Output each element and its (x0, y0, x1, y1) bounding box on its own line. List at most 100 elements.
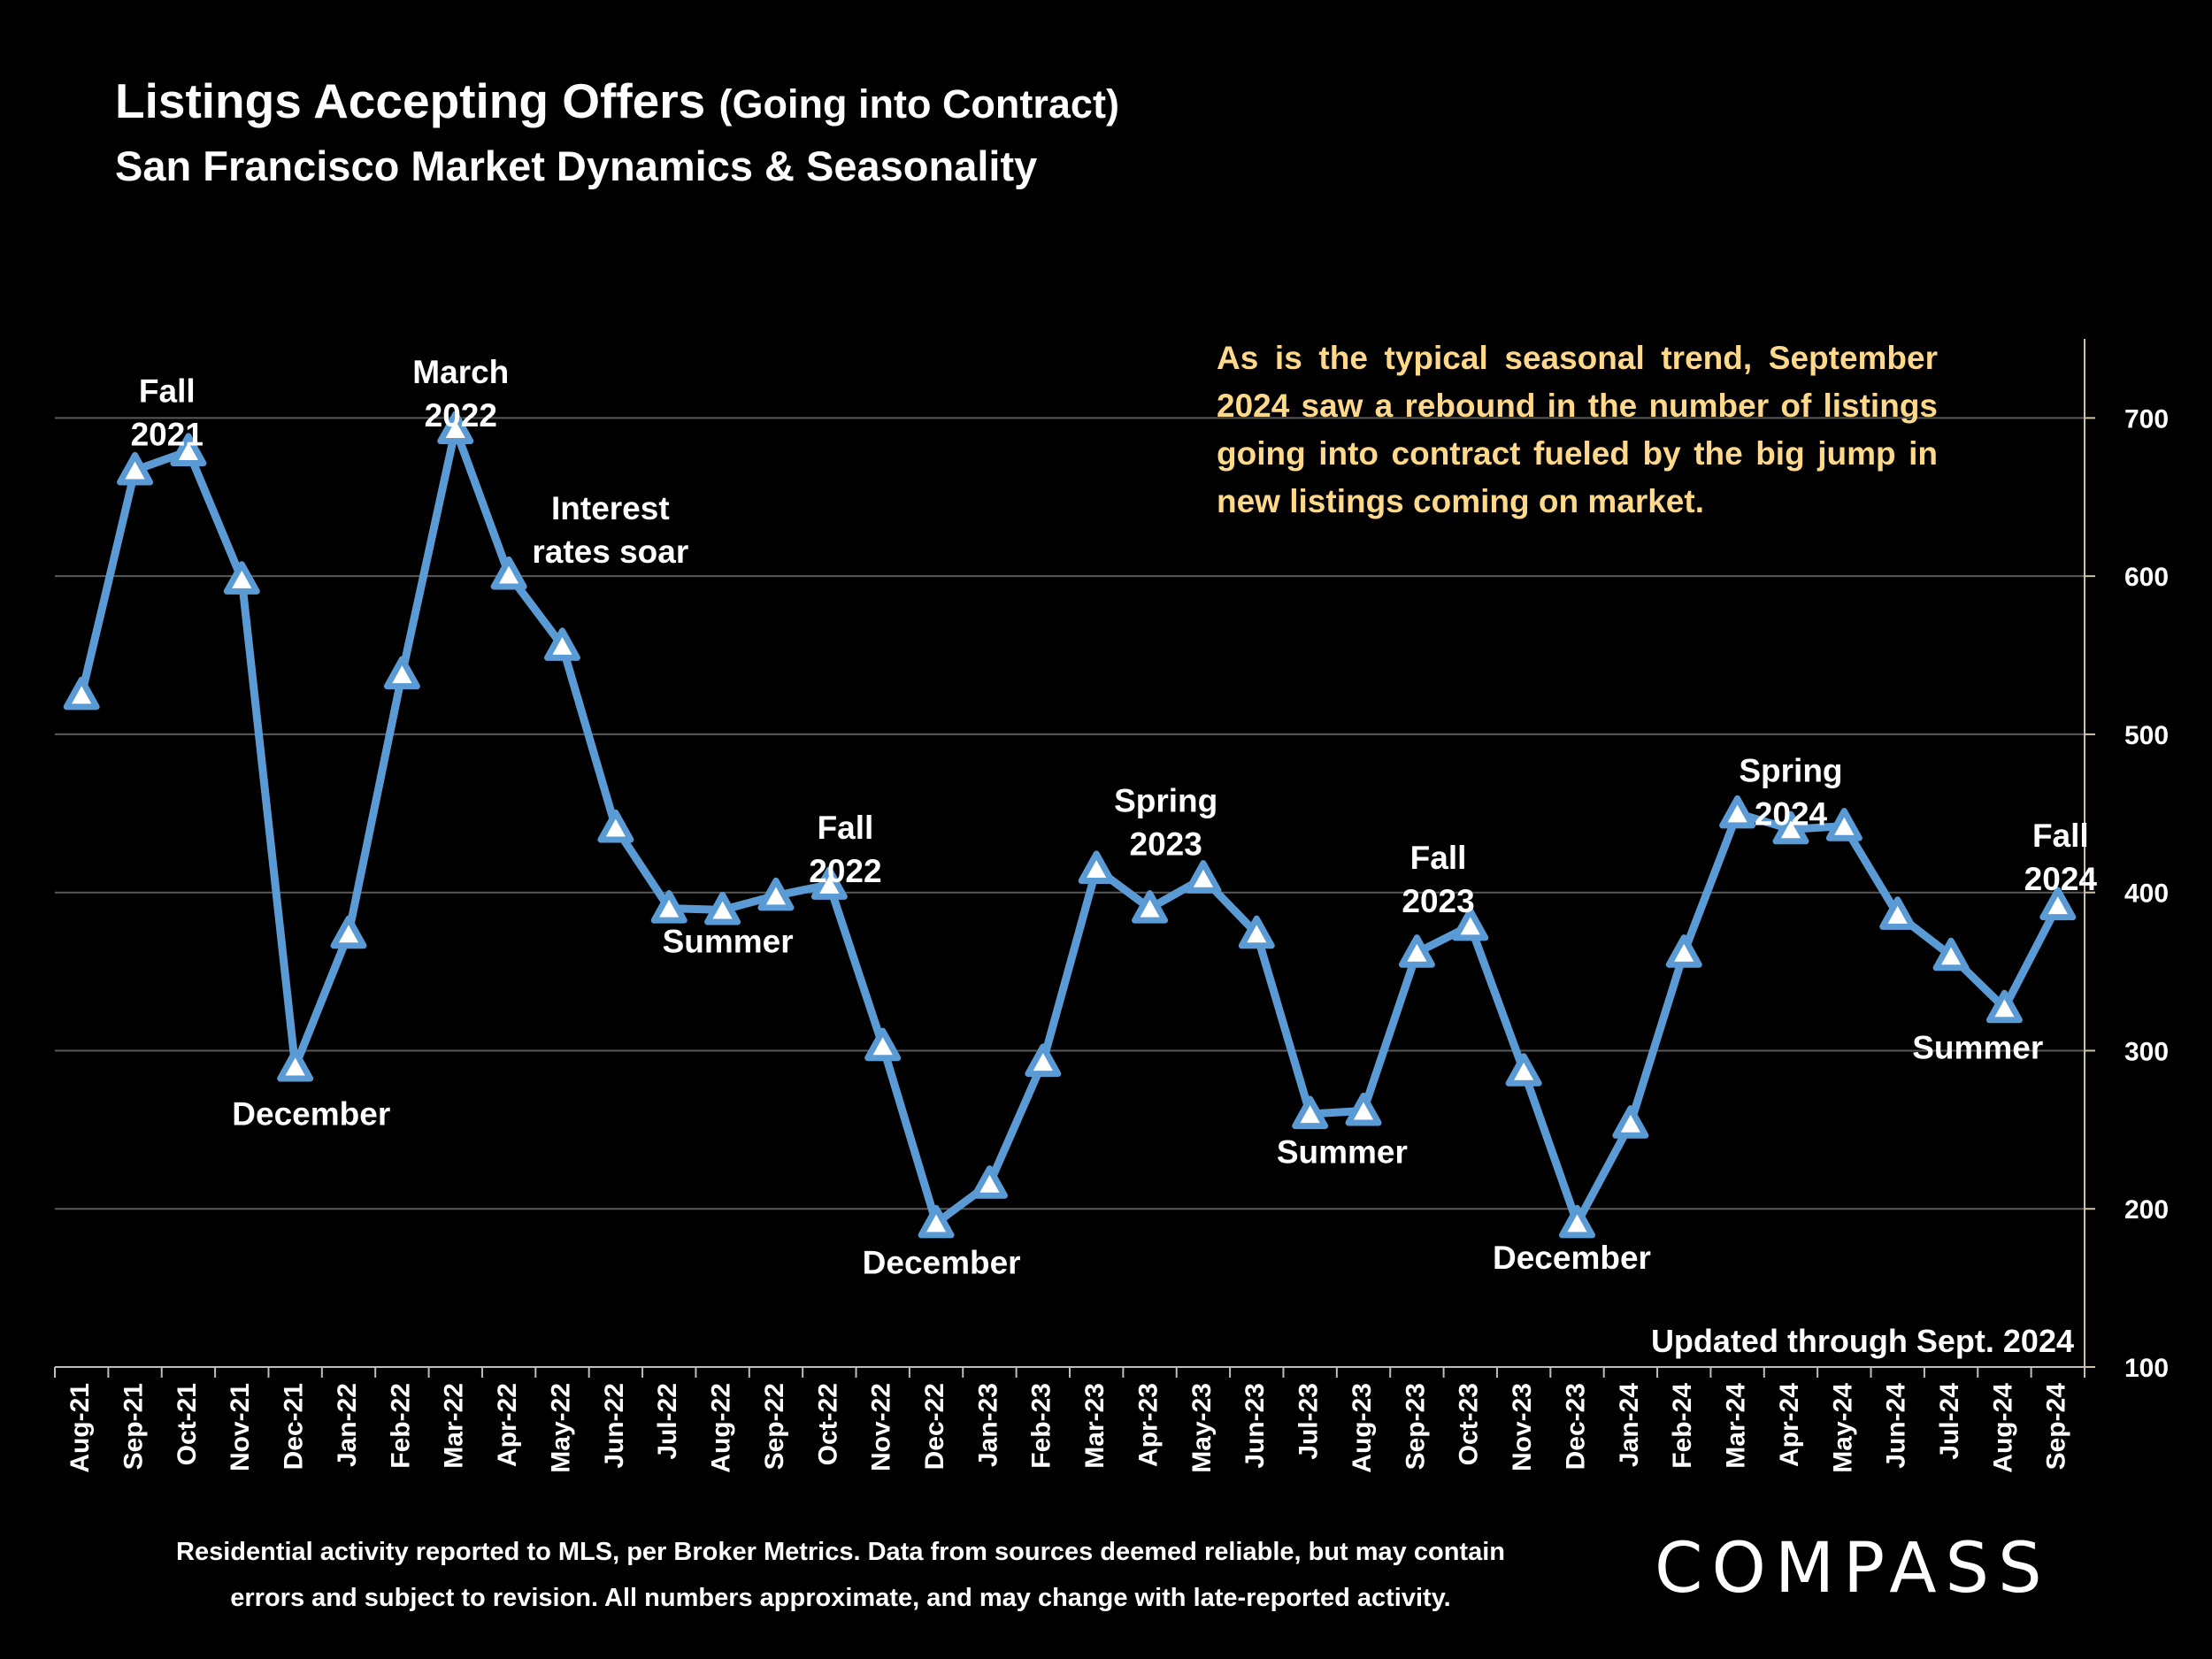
x-tick-label-Jun-22: Jun-22 (600, 1383, 629, 1469)
data-point-Jun-24 (1879, 896, 1916, 930)
annotation-10-line-0: December (1493, 1240, 1651, 1276)
x-tick-label-Sep-23: Sep-23 (1401, 1383, 1430, 1470)
annotation-6-line-0: December (863, 1245, 1021, 1281)
x-tick-label-Nov-23: Nov-23 (1508, 1383, 1537, 1471)
data-point-Sep-22 (757, 877, 795, 911)
annotation-2-line-0: Interest (551, 490, 670, 526)
annotation-6: December (863, 1245, 1021, 1281)
annotation-5-line-0: Fall (818, 810, 874, 846)
footer-note-line-1: Residential activity reported to MLS, pe… (176, 1538, 1505, 1566)
data-point-Dec-21 (277, 1048, 314, 1082)
x-tick-label-Mar-24: Mar-24 (1722, 1383, 1751, 1469)
y-tick-label-700: 700 (2124, 404, 2169, 434)
x-tick-label-Sep-24: Sep-24 (2042, 1383, 2071, 1471)
data-point-Jul-22 (650, 890, 687, 924)
x-tick-label-Jan-23: Jan-23 (973, 1383, 1002, 1467)
data-point-Aug-24 (1985, 989, 2023, 1024)
y-tick-label-600: 600 (2124, 563, 2169, 592)
x-tick-label-Jan-22: Jan-22 (333, 1383, 362, 1467)
x-tick-label-Aug-23: Aug-23 (1348, 1383, 1377, 1473)
annotation-7-line-1: 2023 (1130, 826, 1202, 863)
annotation-8: Summer (1277, 1133, 1408, 1170)
x-tick-label-Nov-21: Nov-21 (226, 1383, 255, 1471)
annotation-1-line-1: 2022 (425, 397, 497, 434)
y-tick-label-200: 200 (2124, 1195, 2169, 1225)
data-point-Oct-21 (170, 433, 207, 467)
data-point-May-24 (1825, 808, 1863, 841)
data-point-Oct-22 (810, 866, 848, 900)
annotation-12: Summer (1912, 1029, 2043, 1065)
x-tick-label-Aug-21: Aug-21 (65, 1383, 95, 1473)
chart-title-main: Listings Accepting Offers (115, 73, 706, 128)
x-tick-label-Feb-24: Feb-24 (1668, 1383, 1697, 1469)
annotation-12-line-0: Summer (1912, 1029, 2043, 1065)
chart-title-paren: (Going into Contract) (718, 81, 1119, 127)
chart-subtitle: San Francisco Market Dynamics & Seasonal… (115, 142, 1038, 189)
data-point-Jul-23 (1292, 1095, 1329, 1130)
footer-note-line-2: errors and subject to revision. All numb… (230, 1584, 1451, 1612)
annotation-11: Spring 2024 (1739, 753, 1842, 833)
x-tick-label-Dec-22: Dec-22 (920, 1383, 949, 1470)
annotation-4: Summer (663, 924, 794, 960)
x-tick-label-Mar-22: Mar-22 (440, 1383, 469, 1469)
annotation-10: December (1493, 1240, 1651, 1276)
x-tick-label-Nov-22: Nov-22 (867, 1383, 896, 1471)
x-tick-label-Sep-21: Sep-21 (119, 1383, 148, 1470)
data-point-Jun-22 (597, 809, 634, 843)
y-tick-label-100: 100 (2124, 1354, 2169, 1383)
annotation-3: December (232, 1095, 390, 1132)
x-tick-label-Apr-22: Apr-22 (493, 1383, 522, 1467)
x-tick-label-Aug-24: Aug-24 (1988, 1383, 2017, 1473)
series-line (77, 425, 2062, 1227)
data-point-May-23 (1185, 860, 1222, 894)
data-point-Feb-24 (1665, 934, 1702, 968)
chart-title: Listings Accepting Offers (Going into Co… (115, 73, 1119, 129)
annotation-13: Fall 2024 (2024, 818, 2098, 897)
x-tick-label-May-22: May-22 (546, 1383, 575, 1473)
compass-logo-text: COMPASS (1655, 1529, 2051, 1609)
x-tick-label-Aug-22: Aug-22 (707, 1383, 736, 1473)
data-point-Dec-23 (1559, 1204, 1595, 1239)
x-tick-label-Mar-23: Mar-23 (1080, 1383, 1110, 1469)
data-point-Aug-23 (1345, 1092, 1382, 1126)
y-tick-label-300: 300 (2124, 1037, 2169, 1066)
x-tick-label-Apr-23: Apr-23 (1133, 1383, 1163, 1467)
data-point-Mar-24 (1719, 795, 1756, 829)
annotation-5: Fall 2022 (809, 810, 881, 889)
data-point-Jun-23 (1238, 915, 1275, 949)
x-tick-label-Jul-22: Jul-22 (653, 1383, 682, 1460)
annotation-1: March 2022 (412, 354, 509, 434)
data-point-Oct-23 (1452, 907, 1489, 941)
annotation-9: Fall 2023 (1402, 840, 1474, 919)
data-point-Nov-21 (223, 561, 260, 595)
annotation-0-line-1: 2021 (131, 417, 204, 453)
annotation-0-line-0: Fall (139, 373, 196, 410)
x-tick-label-Sep-22: Sep-22 (760, 1383, 789, 1470)
data-point-Jan-24 (1612, 1105, 1649, 1139)
data-point-Nov-22 (864, 1027, 902, 1062)
data-point-Feb-22 (383, 656, 420, 690)
annotation-11-line-1: 2024 (1755, 796, 1828, 833)
x-tick-label-Oct-23: Oct-23 (1455, 1383, 1484, 1465)
data-point-Jul-24 (1932, 937, 1970, 972)
x-tick-label-Feb-22: Feb-22 (386, 1383, 415, 1469)
annotation-9-line-0: Fall (1410, 840, 1467, 876)
x-tick-label-Dec-23: Dec-23 (1561, 1383, 1590, 1470)
annotation-0: Fall 2021 (131, 373, 204, 453)
annotation-3-line-0: December (232, 1095, 390, 1132)
y-tick-label-500: 500 (2124, 721, 2169, 750)
data-point-Apr-24 (1772, 810, 1809, 845)
data-point-May-22 (544, 627, 580, 661)
x-tick-label-Jul-23: Jul-23 (1294, 1383, 1324, 1460)
annotation-7: Spring 2023 (1114, 783, 1217, 863)
annotation-4-line-0: Summer (663, 924, 794, 960)
x-tick-label-Oct-22: Oct-22 (813, 1383, 842, 1465)
data-point-Aug-21 (63, 676, 100, 710)
x-tick-label-Jun-24: Jun-24 (1882, 1383, 1911, 1469)
annotation-2-line-1: rates soar (532, 534, 688, 570)
data-point-Feb-23 (1025, 1043, 1062, 1078)
updated-note: Updated through Sept. 2024 (1651, 1323, 2074, 1359)
x-tick-label-Jul-24: Jul-24 (1935, 1383, 1964, 1460)
x-tick-label-Dec-21: Dec-21 (280, 1383, 309, 1470)
data-point-Jan-22 (330, 915, 367, 949)
